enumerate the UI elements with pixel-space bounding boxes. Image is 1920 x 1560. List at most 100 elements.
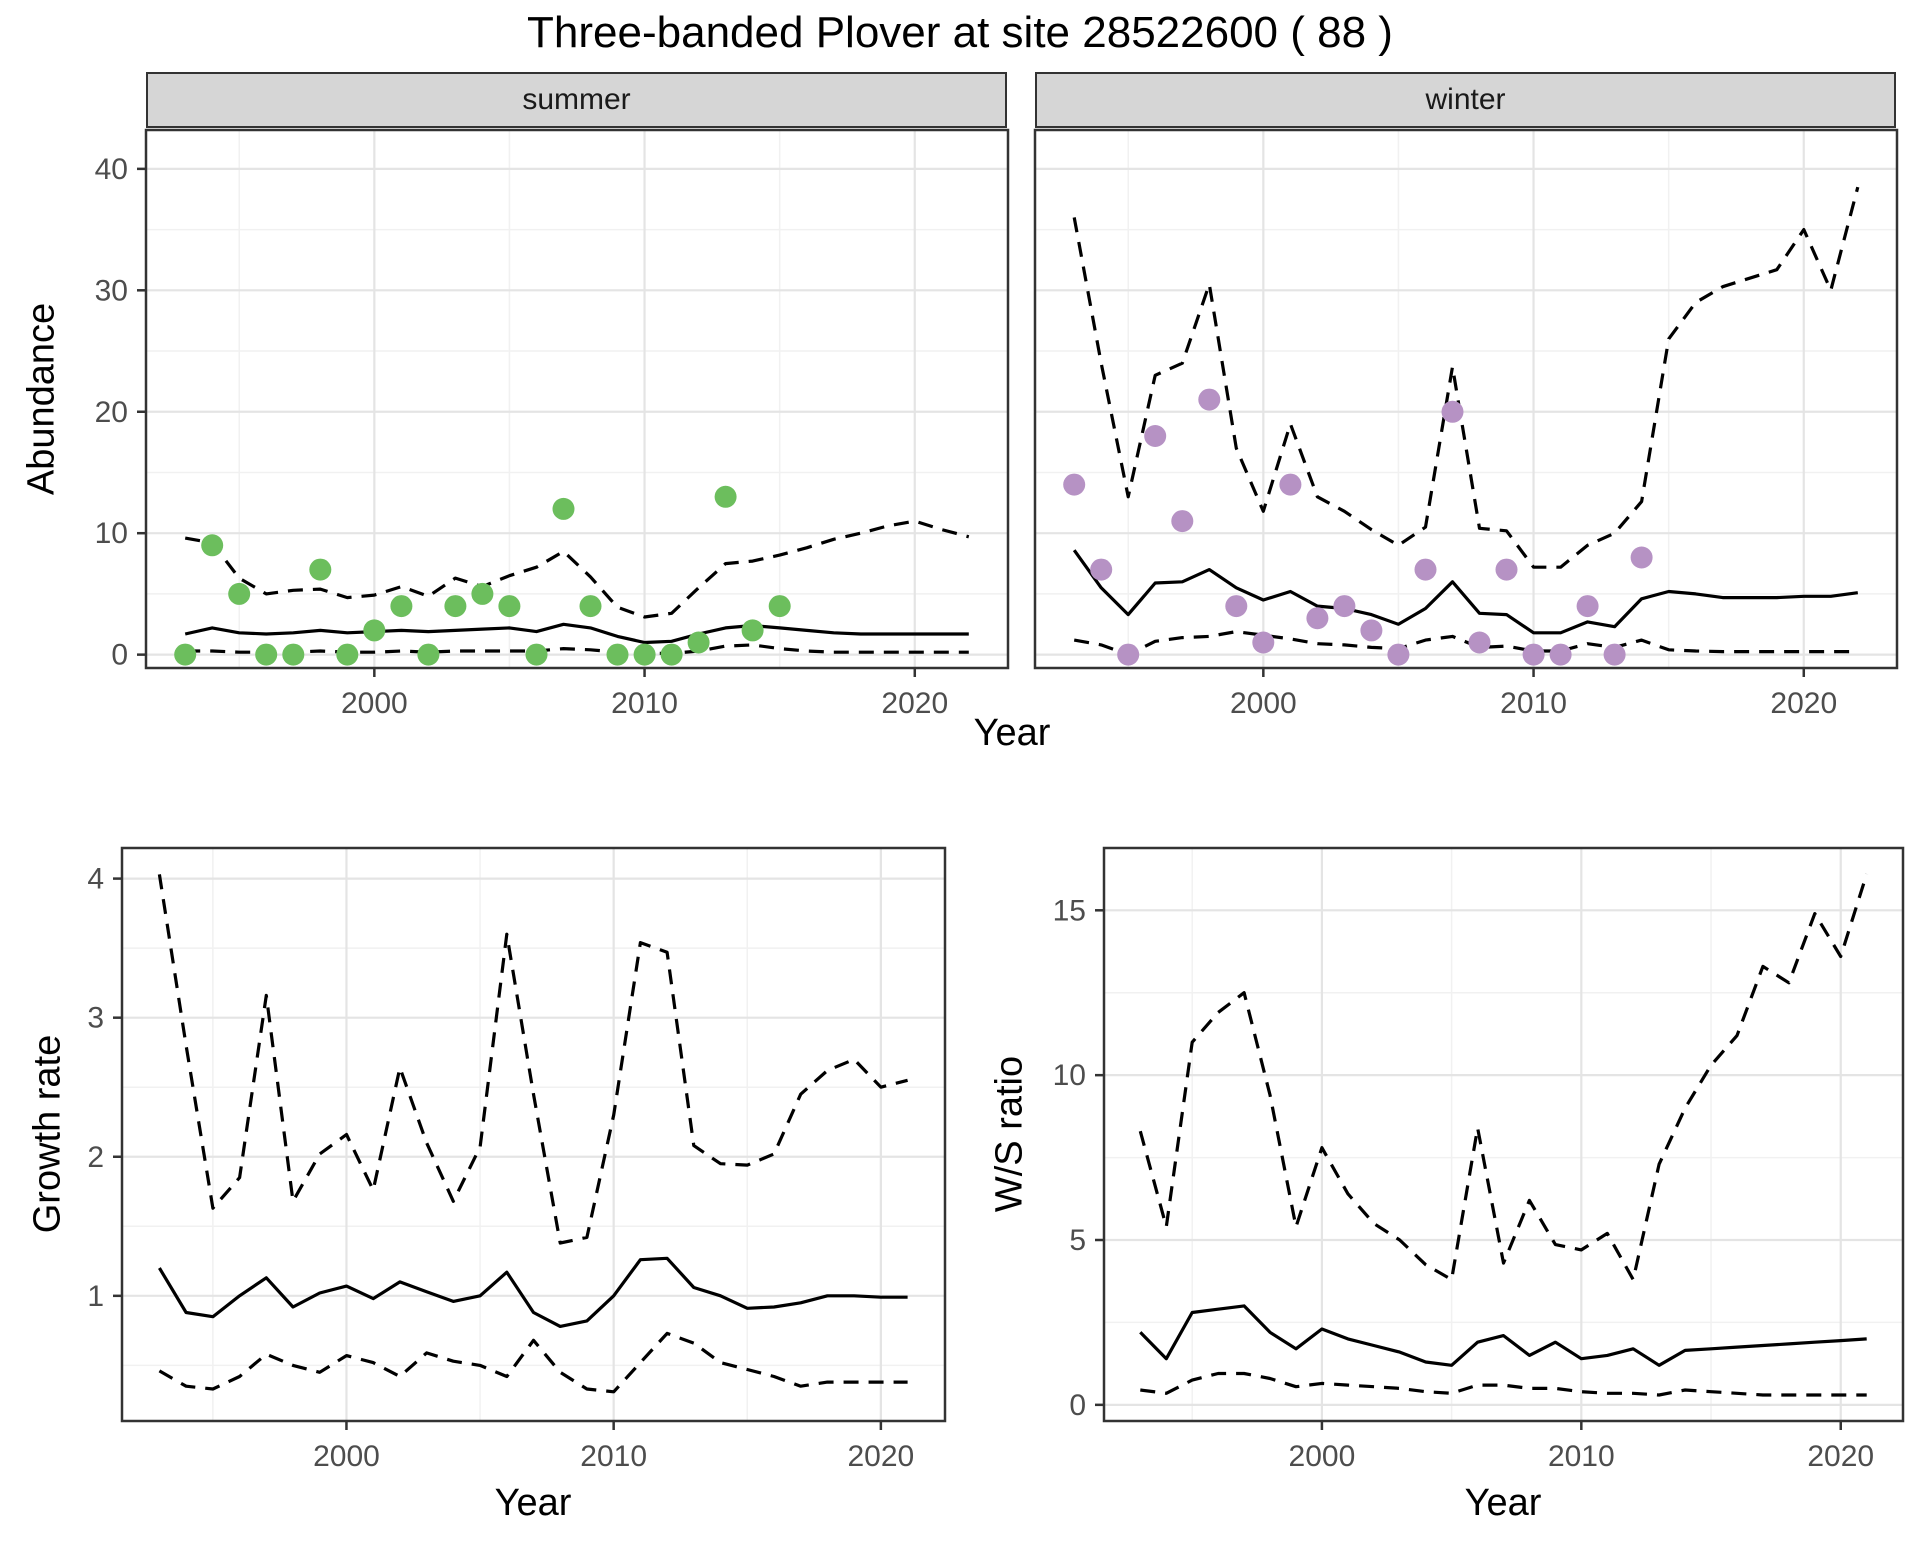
abundance-winter-data-point <box>1360 619 1383 642</box>
abundance-winter-data-point <box>1225 595 1248 618</box>
panel-ws-ratio: 2000 2010 2020 0 5 10 15 <box>1053 846 1905 1473</box>
abundance-winter-data-point <box>1495 558 1518 581</box>
abundance-summer-data-point <box>660 643 683 666</box>
abundance-winter-data-point <box>1387 643 1410 666</box>
y-tick-label: 1 <box>87 1280 104 1313</box>
y-tick-label: 5 <box>1069 1224 1086 1257</box>
y-tick-label: 0 <box>1069 1389 1086 1422</box>
x-tick-label: 2020 <box>847 1440 914 1473</box>
panel-border <box>120 846 947 1423</box>
abundance-summer-data-point <box>282 643 305 666</box>
abundance-winter-data-point <box>1252 631 1275 654</box>
y-tick-label: 0 <box>111 639 128 672</box>
ws-ratio-median-line <box>1139 1304 1867 1367</box>
abundance-summer-data-point <box>228 582 251 605</box>
panel-border <box>144 128 1010 670</box>
abundance-winter-data-point <box>1171 510 1194 533</box>
abundance-winter-data-point <box>1306 607 1329 630</box>
abundance-winter-median-line <box>1072 549 1859 635</box>
panel-growth-rate: 2000 2010 2020 1 2 3 4 <box>87 846 947 1473</box>
abundance-summer-data-point <box>444 595 467 618</box>
abundance-summer-data-point <box>201 534 224 557</box>
abundance-winter-data-point <box>1603 643 1626 666</box>
abundance-winter-data-point <box>1576 595 1599 618</box>
facet-strip-summer-label: summer <box>522 83 631 116</box>
x-tick-label: 2020 <box>1807 1440 1874 1473</box>
ws-ratio-ci_upper-line <box>1138 873 1869 1282</box>
abundance-winter-data-point <box>1522 643 1545 666</box>
y-tick-label: 30 <box>95 274 128 307</box>
abundance-summer-data-point <box>417 643 440 666</box>
abundance-winter-data-point <box>1090 558 1113 581</box>
x-tick-label: 2010 <box>1500 687 1567 720</box>
abundance-summer-data-point <box>471 582 494 605</box>
abundance-summer-ci_upper-line <box>184 519 970 619</box>
x-tick-label: 2000 <box>1289 1440 1356 1473</box>
abundance-summer-data-point <box>606 643 629 666</box>
abundance-winter-data-point <box>1441 400 1464 423</box>
y-tick-label: 15 <box>1053 894 1086 927</box>
y-tick-label: 20 <box>95 396 128 429</box>
y-axis-title-ws-ratio: W/S ratio <box>988 1055 1031 1213</box>
abundance-winter-data-point <box>1333 595 1356 618</box>
x-axis-title-year-ws: Year <box>1464 1482 1542 1524</box>
growth-rate-ci_lower-line <box>158 1331 908 1394</box>
abundance-summer-data-point <box>741 619 764 642</box>
abundance-summer-data-point <box>498 595 521 618</box>
panel-abundance-winter: 2000 2010 2020 <box>1033 128 1899 720</box>
abundance-winter-data-point <box>1549 643 1572 666</box>
plot-title: Three-banded Plover at site 28522600 ( 8… <box>527 8 1393 57</box>
abundance-winter-ci_lower-line <box>1073 629 1858 657</box>
abundance-winter-ci_upper-line <box>1072 186 1860 569</box>
panel-abundance-summer: 2000 2010 2020 0 10 20 30 40 <box>95 128 1010 720</box>
x-tick-label: 2020 <box>1770 687 1837 720</box>
abundance-summer-data-point <box>633 643 656 666</box>
x-tick-label: 2000 <box>341 687 408 720</box>
y-tick-label: 10 <box>1053 1059 1086 1092</box>
panel-border <box>1102 846 1905 1423</box>
abundance-summer-data-point <box>255 643 278 666</box>
abundance-summer-data-point <box>552 497 575 520</box>
x-tick-label: 2020 <box>881 687 948 720</box>
abundance-winter-data-point <box>1117 643 1140 666</box>
facet-strip-summer: summer <box>146 72 1007 128</box>
x-tick-label: 2010 <box>1548 1440 1615 1473</box>
abundance-summer-data-point <box>525 643 548 666</box>
abundance-winter-data-point <box>1198 388 1221 411</box>
abundance-winter-data-point <box>1414 558 1437 581</box>
abundance-summer-data-point <box>336 643 359 666</box>
abundance-winter-data-point <box>1063 473 1086 496</box>
x-tick-label: 2010 <box>580 1440 647 1473</box>
y-tick-label: 2 <box>87 1141 104 1174</box>
abundance-summer-data-point <box>363 619 386 642</box>
abundance-winter-data-point <box>1279 473 1302 496</box>
y-axis-title-abundance: Abundance <box>20 302 63 496</box>
growth-rate-ci_upper-line <box>157 874 909 1245</box>
abundance-summer-data-point <box>768 595 791 618</box>
abundance-winter-data-point <box>1630 546 1653 569</box>
facet-strip-winter: winter <box>1035 72 1896 128</box>
y-tick-label: 10 <box>95 517 128 550</box>
y-axis-title-growth-rate: Growth rate <box>26 1034 69 1234</box>
x-axis-title-year-top: Year <box>973 712 1051 754</box>
x-tick-label: 2000 <box>313 1440 380 1473</box>
y-tick-label: 4 <box>87 863 104 896</box>
abundance-summer-data-point <box>309 558 332 581</box>
abundance-summer-data-point <box>687 631 710 654</box>
x-tick-label: 2010 <box>611 687 678 720</box>
abundance-summer-data-point <box>714 485 737 508</box>
abundance-summer-median-line <box>184 622 969 645</box>
abundance-winter-data-point <box>1144 425 1167 447</box>
x-axis-title-year-growth: Year <box>494 1482 572 1524</box>
abundance-winter-data-point <box>1468 631 1491 654</box>
abundance-summer-data-point <box>390 595 413 618</box>
facet-strip-winter-label: winter <box>1425 83 1506 116</box>
growth-rate-median-line <box>158 1256 908 1329</box>
ws-ratio-ci_lower-line <box>1140 1371 1867 1397</box>
x-tick-label: 2000 <box>1230 687 1297 720</box>
abundance-summer-ci_lower-line <box>185 643 969 656</box>
y-tick-label: 3 <box>87 1002 104 1035</box>
y-tick-label: 40 <box>95 153 128 186</box>
